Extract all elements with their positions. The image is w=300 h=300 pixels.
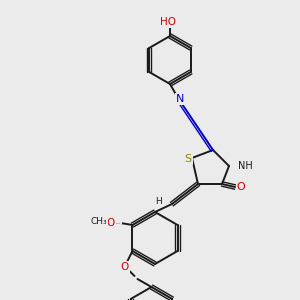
Text: NH: NH	[238, 161, 253, 171]
Text: O: O	[120, 262, 129, 272]
Text: CH₃: CH₃	[90, 218, 107, 226]
Text: N: N	[176, 94, 184, 104]
Text: H: H	[155, 196, 162, 206]
Text: S: S	[184, 154, 192, 164]
Text: O: O	[237, 182, 245, 192]
Text: O: O	[106, 218, 115, 228]
Text: HO: HO	[160, 17, 176, 27]
Text: methoxy: methoxy	[116, 222, 122, 224]
